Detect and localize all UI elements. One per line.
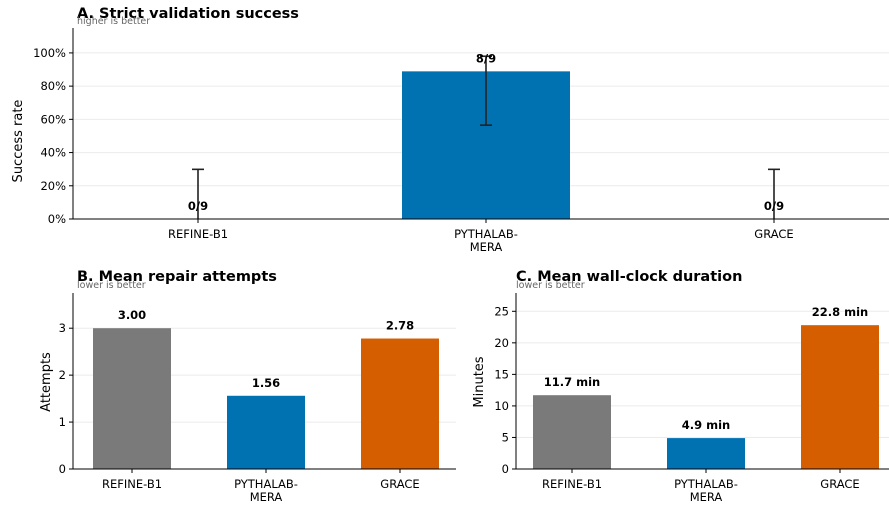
panel-b-subtitle: lower is better [77,280,146,291]
panel-c-bar [667,438,745,469]
panel-a-xtick-label: REFINE-B1 [168,227,228,241]
panel-c-ytick-label: 25 [494,304,509,318]
panel-a-ytick-label: 80% [40,79,66,93]
panel-a-ytick-label: 100% [33,46,66,60]
panel-a-subtitle: higher is better [77,16,150,27]
panel-a-xtick-label: GRACE [754,227,793,241]
panel-a-ytick-label: 60% [40,112,66,126]
panel-b-xtick-label: REFINE-B1 [102,477,162,491]
panel-a-ytick-label: 20% [40,179,66,193]
panel-c-wallclock-duration: C. Mean wall-clock duration lower is bet… [472,269,889,504]
panel-c-title: C. Mean wall-clock duration [516,269,742,285]
panel-c-xtick-label: PYTHALAB-MERA [674,477,738,504]
panel-b-ytick-label: 0 [59,462,66,476]
panel-a-xtick-label: PYTHALAB-MERA [454,227,518,254]
panel-b-repair-attempts: B. Mean repair attempts lower is better … [39,269,456,504]
panel-a-ylabel: Success rate [11,100,26,183]
panel-b-ylabel: Attempts [39,352,54,412]
panel-a-title: A. Strict validation success [77,6,299,22]
panel-b-bar [93,328,171,469]
panel-a-validation-success: A. Strict validation success higher is b… [11,6,889,254]
panel-a-data-label: 0/9 [764,199,784,213]
panel-b-bar [361,338,439,469]
panel-b-ytick-label: 1 [59,415,66,429]
panel-c-ytick-label: 10 [494,399,509,413]
panel-c-data-label: 4.9 min [682,418,731,432]
panel-c-bar [533,395,611,469]
panel-b-bar [227,395,305,469]
panel-c-ytick-label: 15 [494,367,509,381]
panel-c-ytick-label: 5 [502,430,509,444]
panel-c-ytick-label: 20 [494,336,509,350]
panel-b-xtick-label: PYTHALAB-MERA [234,477,298,504]
panel-c-xtick-label: REFINE-B1 [542,477,602,491]
panel-a-data-label: 0/9 [188,199,208,213]
panel-b-ytick-label: 3 [59,321,66,335]
panel-b-data-label: 1.56 [252,376,280,390]
panel-b-data-label: 3.00 [118,308,146,322]
panel-a-ytick-label: 0% [48,212,66,226]
panel-a-ytick-label: 40% [40,146,66,160]
panel-c-subtitle: lower is better [516,280,585,291]
panel-c-ytick-label: 0 [502,462,509,476]
panel-c-xtick-label: GRACE [820,477,859,491]
panel-b-xtick-label: GRACE [380,477,419,491]
panel-b-data-label: 2.78 [386,319,414,333]
panel-c-data-label: 22.8 min [812,305,869,319]
panel-b-ytick-label: 2 [59,368,66,382]
panel-b-title: B. Mean repair attempts [77,269,277,285]
panel-a-data-label: 8/9 [476,51,496,65]
panel-c-data-label: 11.7 min [544,375,601,389]
panel-c-ylabel: Minutes [472,356,487,407]
panel-c-bar [801,325,879,469]
